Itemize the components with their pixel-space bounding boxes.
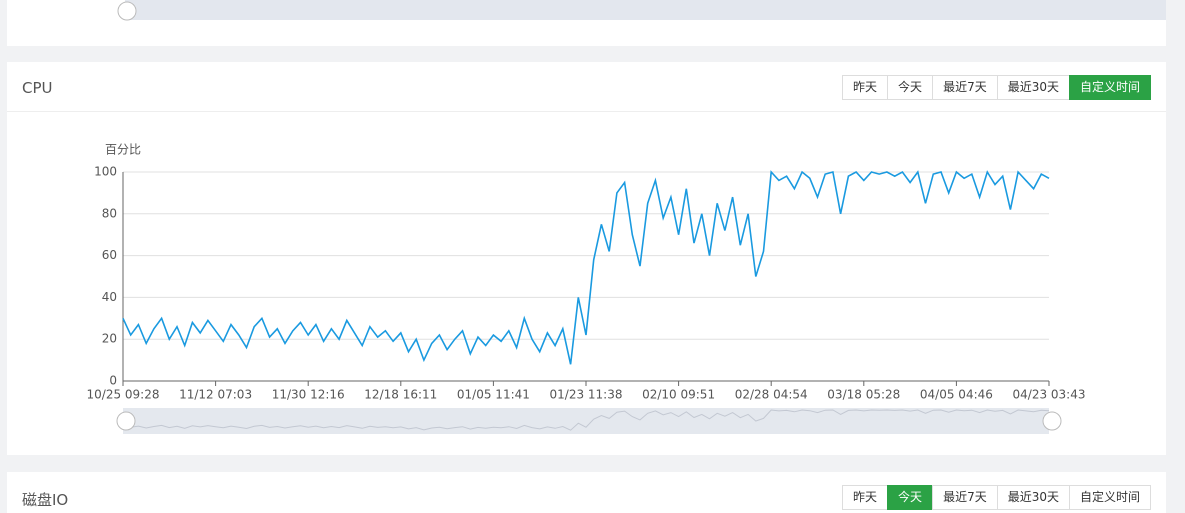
top-panel <box>7 0 1166 46</box>
range-button[interactable]: 昨天 <box>842 485 889 510</box>
y-tick-label: 80 <box>102 206 117 220</box>
x-tick-label: 02/28 04:54 <box>735 388 808 402</box>
zoom-preview <box>122 409 1050 431</box>
panel-title: CPU <box>22 79 53 97</box>
range-button[interactable]: 自定义时间 <box>1068 75 1151 100</box>
range-button[interactable]: 最近30天 <box>996 485 1070 510</box>
zoom-track <box>123 408 1049 434</box>
range-button[interactable]: 今天 <box>887 485 934 510</box>
slider-track <box>125 0 1166 20</box>
zoom-handle[interactable] <box>1042 411 1062 431</box>
disk-panel: 磁盘IO 昨天 今天 最近7天 最近30天 自定义时间 <box>7 472 1166 513</box>
panel-title: 磁盘IO <box>22 491 69 509</box>
range-button[interactable]: 最近30天 <box>996 75 1070 100</box>
range-button[interactable]: 自定义时间 <box>1068 485 1151 510</box>
divider <box>7 111 1166 112</box>
y-axis-label: 百分比 <box>105 143 141 157</box>
slider-handle[interactable] <box>117 1 137 21</box>
y-tick-label: 100 <box>94 165 117 179</box>
x-tick-label: 04/05 04:46 <box>920 388 993 402</box>
x-tick-label: 03/18 05:28 <box>827 388 900 402</box>
x-tick-label: 01/23 11:38 <box>550 388 623 402</box>
zoom-handle[interactable] <box>116 411 136 431</box>
y-tick-label: 0 <box>109 374 117 388</box>
x-tick-label: 01/05 11:41 <box>457 388 530 402</box>
x-tick-label: 10/25 09:28 <box>87 388 160 402</box>
chart: 百分比 0 20 40 60 80 100 10/25 09:28 11/12 07:03 11… <box>87 143 1086 434</box>
y-tick-label: 20 <box>102 332 117 346</box>
y-tick-label: 40 <box>102 290 117 304</box>
range-button[interactable]: 最近7天 <box>932 485 998 510</box>
x-tick-label: 11/12 07:03 <box>179 388 252 402</box>
x-tick-label: 12/18 16:11 <box>364 388 437 402</box>
x-tick-label: 11/30 12:16 <box>272 388 345 402</box>
range-button[interactable]: 最近7天 <box>932 75 998 100</box>
series-line <box>122 170 1050 365</box>
y-tick-label: 60 <box>102 248 117 262</box>
range-buttons: 昨天 今天 最近7天 最近30天 自定义时间 <box>842 75 1151 100</box>
x-tick-label: 02/10 09:51 <box>642 388 715 402</box>
range-buttons: 昨天 今天 最近7天 最近30天 自定义时间 <box>842 485 1151 510</box>
top-slider <box>117 0 1166 21</box>
cpu-panel: CPU 昨天 今天 最近7天 最近30天 自定义时间 百分比 0 20 40 60 80 100 1… <box>7 62 1166 455</box>
x-tick-label: 04/23 03:43 <box>1013 388 1086 402</box>
